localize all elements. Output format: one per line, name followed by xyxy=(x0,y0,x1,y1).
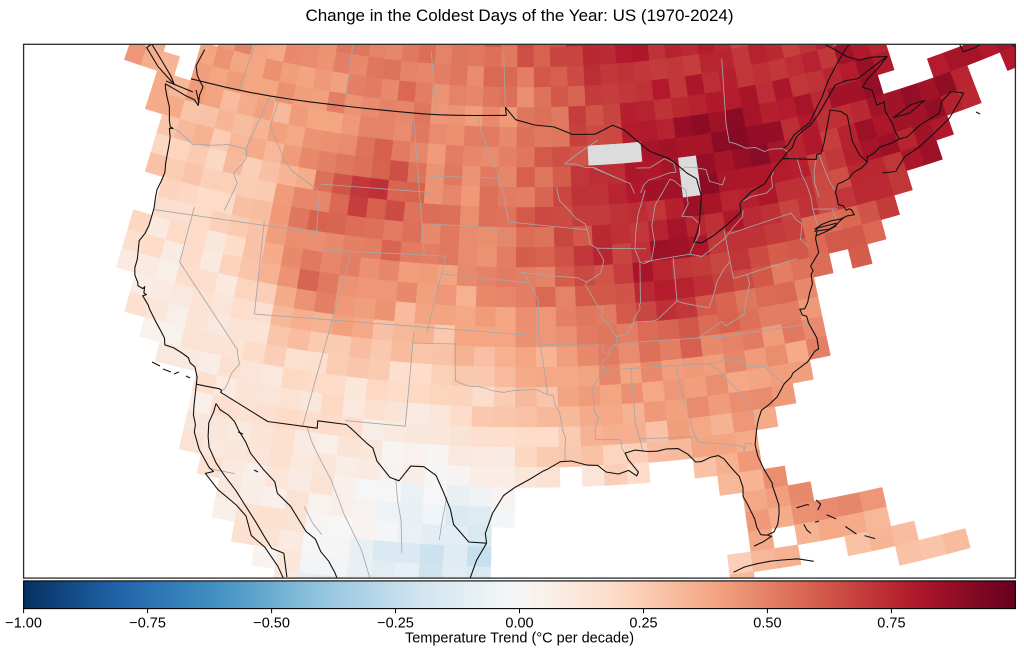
svg-text:−1.00: −1.00 xyxy=(5,616,42,632)
svg-text:Change in the Coldest Days of: Change in the Coldest Days of the Year: … xyxy=(305,6,733,25)
svg-text:0.50: 0.50 xyxy=(753,616,781,632)
svg-text:−0.75: −0.75 xyxy=(129,616,166,632)
svg-text:0.25: 0.25 xyxy=(629,616,657,632)
svg-text:0.00: 0.00 xyxy=(505,616,533,632)
svg-text:−0.50: −0.50 xyxy=(253,616,290,632)
svg-text:−0.25: −0.25 xyxy=(377,616,414,632)
svg-text:Temperature Trend (°C per deca: Temperature Trend (°C per decade) xyxy=(405,631,634,647)
svg-text:0.75: 0.75 xyxy=(877,616,905,632)
